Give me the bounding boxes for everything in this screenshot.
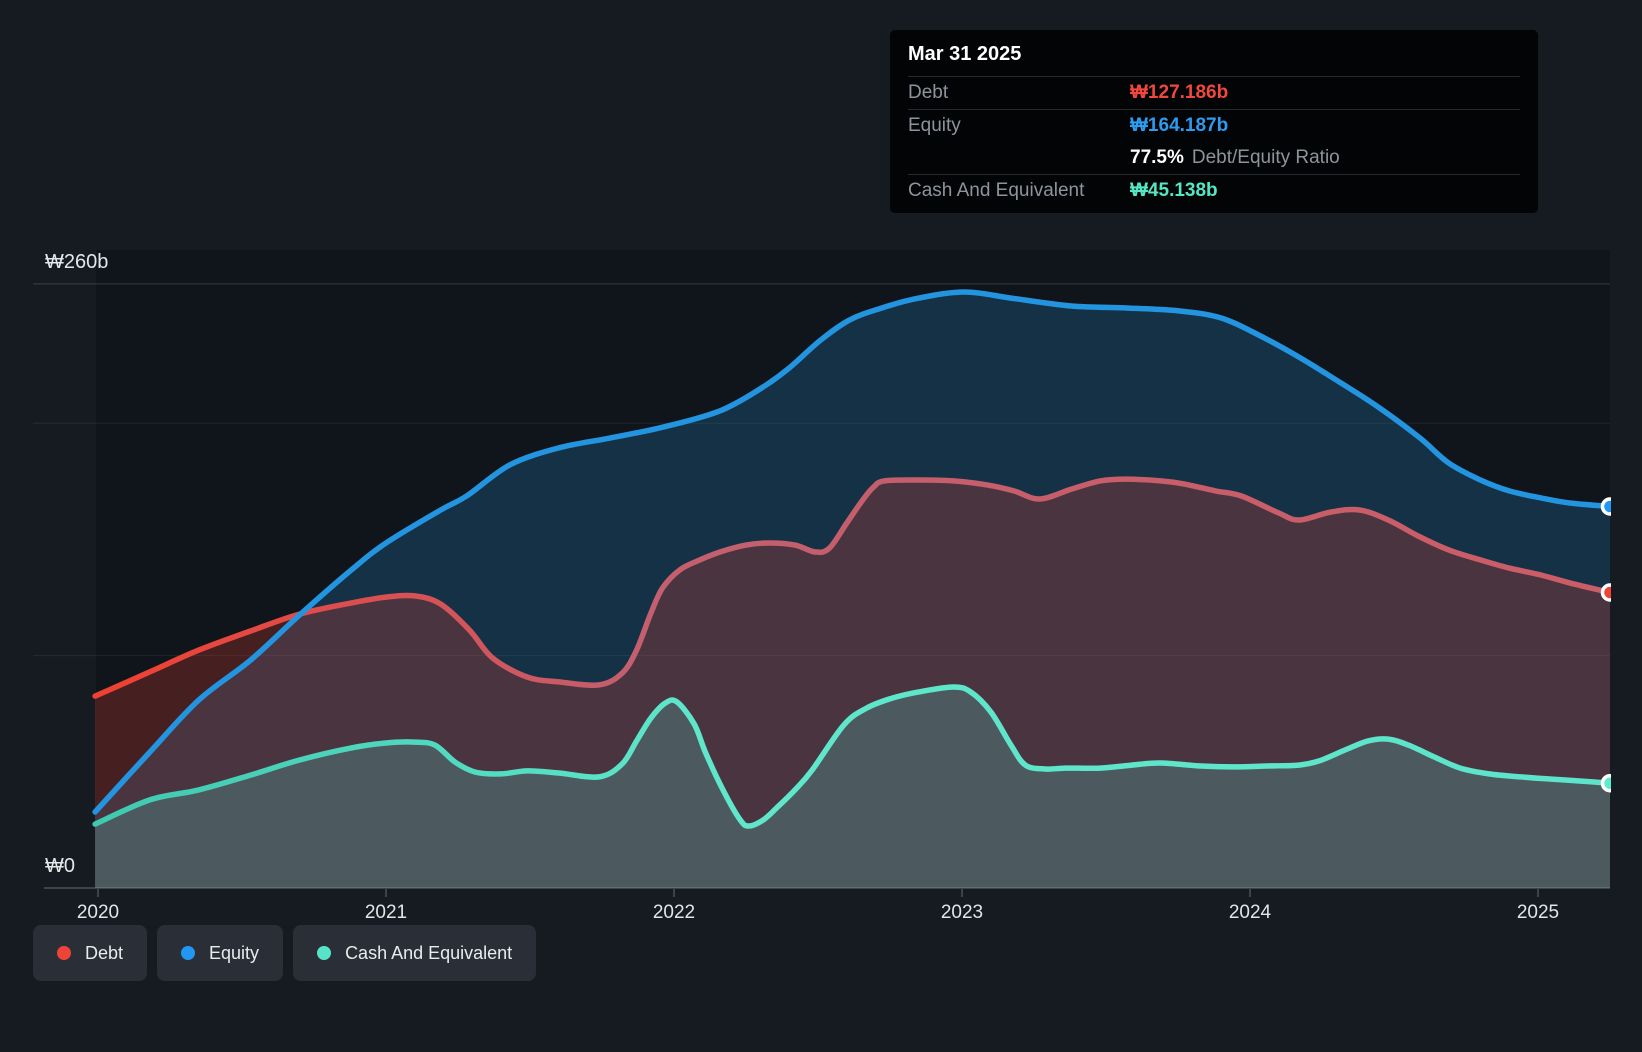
tooltip-date-title: Mar 31 2025 — [908, 43, 1022, 65]
legend-cash-label: Cash And Equivalent — [345, 942, 513, 963]
tooltip-debt-label: Debt — [908, 82, 949, 103]
tooltip-equity-label: Equity — [908, 115, 961, 136]
svg-text:2022: 2022 — [653, 902, 695, 923]
tooltip-cash-value: ₩45.138b — [1130, 180, 1218, 201]
svg-text:2023: 2023 — [941, 902, 983, 923]
legend-item-debt[interactable]: Debt — [33, 925, 148, 981]
tooltip-ratio-label: Debt/Equity Ratio — [1191, 147, 1340, 168]
tooltip-row-cash: Cash And Equivalent ₩45.138b — [908, 174, 1520, 207]
svg-text:2020: 2020 — [77, 902, 119, 923]
svg-text:₩0: ₩0 — [45, 855, 75, 877]
cash-series-dot-icon — [317, 946, 332, 960]
legend-equity-label: Equity — [209, 942, 260, 963]
equity-series-dot-icon — [181, 946, 196, 960]
chart-legend: Debt Equity Cash And Equivalent — [33, 925, 537, 981]
svg-text:₩260b: ₩260b — [45, 251, 108, 273]
svg-text:2024: 2024 — [1229, 902, 1272, 923]
svg-text:2021: 2021 — [365, 902, 407, 923]
svg-text:2025: 2025 — [1517, 902, 1559, 923]
tooltip-row-equity: Equity ₩164.187b — [908, 109, 1520, 142]
tooltip-equity-value: ₩164.187b — [1130, 115, 1229, 136]
tooltip-row-ratio: 77.5% Debt/Equity Ratio — [908, 142, 1520, 174]
chart-tooltip: Mar 31 2025 Debt ₩127.186b Equity ₩164.1… — [890, 30, 1538, 213]
tooltip-ratio-value: 77.5% — [1130, 147, 1184, 168]
tooltip-debt-value: ₩127.186b — [1130, 82, 1229, 103]
legend-item-cash[interactable]: Cash And Equivalent — [293, 925, 537, 981]
legend-item-equity[interactable]: Equity — [157, 925, 284, 981]
tooltip-row-debt: Debt ₩127.186b — [908, 76, 1520, 109]
tooltip-cash-label: Cash And Equivalent — [908, 180, 1085, 201]
legend-debt-label: Debt — [85, 942, 124, 963]
debt-series-dot-icon — [57, 946, 71, 960]
